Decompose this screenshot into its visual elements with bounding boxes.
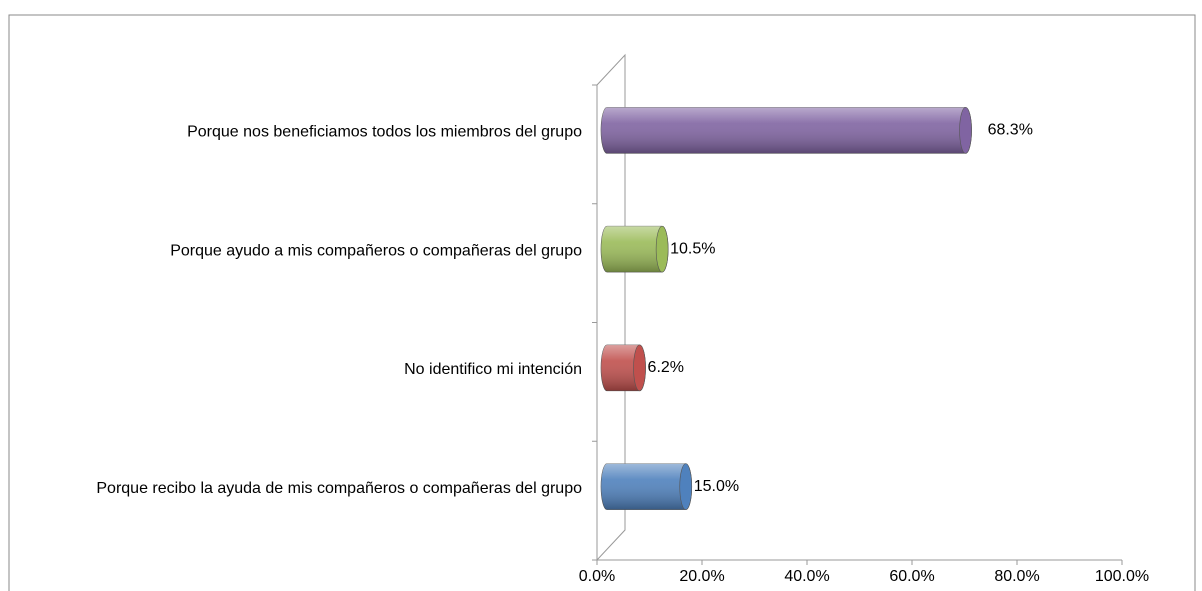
bar-cap xyxy=(655,225,669,273)
bar-cap xyxy=(959,107,972,154)
x-tick-label: 0.0% xyxy=(579,568,615,585)
x-tick-label: 40.0% xyxy=(784,568,829,585)
value-label: 6.2% xyxy=(648,359,684,376)
chart-frame xyxy=(8,14,1196,591)
y-tick-label: Porque ayudo a mis compañeros o compañer… xyxy=(170,242,582,259)
y-tick-label: No identifico mi intención xyxy=(404,361,582,378)
x-tick-label: 20.0% xyxy=(679,568,724,585)
bar-shade xyxy=(601,226,669,273)
bar-cap xyxy=(633,344,646,392)
x-tick-label: 80.0% xyxy=(994,568,1039,585)
bar-shade xyxy=(601,107,972,154)
value-label: 10.5% xyxy=(670,240,715,257)
y-tick-label: Porque nos beneficiamos todos los miembr… xyxy=(187,124,582,141)
bar-cap xyxy=(679,463,693,510)
bar-shade xyxy=(601,463,692,510)
x-tick-label: 60.0% xyxy=(889,568,934,585)
y-tick-label: Porque recibo la ayuda de mis compañeros… xyxy=(96,480,582,497)
x-tick-label: 100.0% xyxy=(1095,568,1149,585)
back-wall xyxy=(596,53,626,562)
value-label: 68.3% xyxy=(988,122,1033,139)
value-label: 15.0% xyxy=(694,478,739,495)
